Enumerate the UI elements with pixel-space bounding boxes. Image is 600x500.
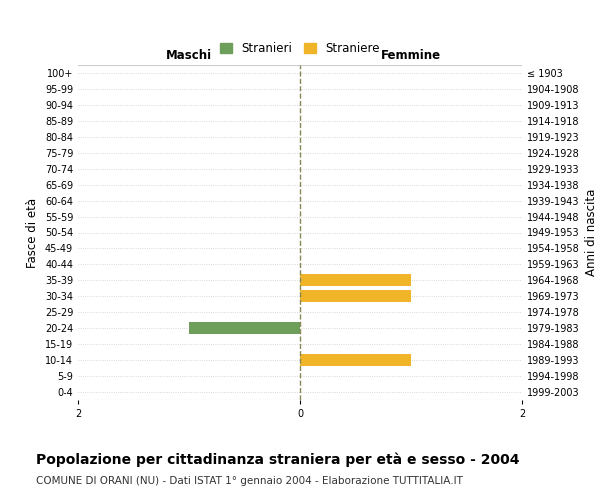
Bar <box>300 354 411 366</box>
Bar <box>300 290 411 302</box>
Bar <box>189 322 300 334</box>
Text: Maschi: Maschi <box>166 48 212 62</box>
Legend: Stranieri, Straniere: Stranieri, Straniere <box>215 38 385 60</box>
Text: Popolazione per cittadinanza straniera per età e sesso - 2004: Popolazione per cittadinanza straniera p… <box>36 452 520 467</box>
Y-axis label: Anni di nascita: Anni di nascita <box>585 189 598 276</box>
Y-axis label: Fasce di età: Fasce di età <box>26 198 39 268</box>
Bar <box>300 274 411 286</box>
Text: COMUNE DI ORANI (NU) - Dati ISTAT 1° gennaio 2004 - Elaborazione TUTTITALIA.IT: COMUNE DI ORANI (NU) - Dati ISTAT 1° gen… <box>36 476 463 486</box>
Text: Femmine: Femmine <box>381 48 441 62</box>
